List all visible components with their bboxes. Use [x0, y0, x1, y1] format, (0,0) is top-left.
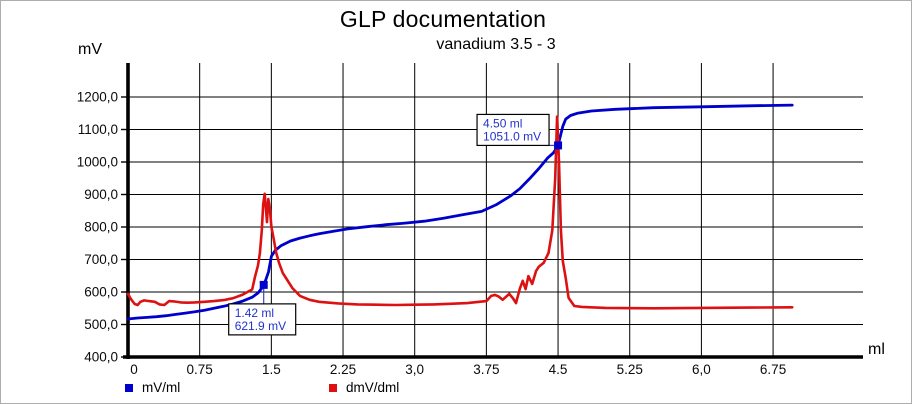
x-axis-unit-label: ml — [868, 341, 885, 358]
chart-title: GLP documentation — [339, 6, 547, 32]
y-tick-label: 1100,0 — [78, 122, 118, 137]
annotation-text: 4.50 ml — [483, 116, 522, 130]
x-tick-label: 0 — [130, 362, 138, 377]
y-tick-label: 1200,0 — [77, 90, 118, 105]
x-tick-label: 2.25 — [330, 362, 356, 377]
annotation-box-1 — [228, 303, 297, 336]
annotation-text: 1051.0 mV — [483, 129, 541, 143]
annotation-text: 621.9 mV — [235, 319, 286, 333]
series-curve-mV-ml — [126, 103, 794, 321]
y-tick-label: 900,0 — [84, 187, 118, 202]
legend-item-mv-ml: mV/ml — [125, 380, 180, 395]
y-tick-label: 700,0 — [84, 252, 118, 267]
annotation-box-2 — [476, 113, 550, 147]
series-curve-dmV-dml — [126, 115, 794, 310]
x-tick-label: 4.5 — [549, 362, 568, 377]
x-tick-label: 0.75 — [187, 362, 213, 377]
y-tick-label: 800,0 — [84, 220, 118, 235]
legend-label-dmv-dml: dmV/dml — [346, 380, 400, 395]
equivalence-point-marker-2 — [554, 141, 563, 150]
x-tick-label: 3,0 — [405, 362, 424, 377]
y-tick-label: 400,0 — [84, 350, 118, 365]
legend-swatch-red-icon — [329, 383, 337, 392]
legend-label-mv-ml: mV/ml — [142, 380, 181, 395]
x-tick-label: 3.75 — [473, 362, 499, 377]
y-tick-label: 500,0 — [84, 317, 118, 332]
chart-subtitle: vanadium 3.5 - 3 — [436, 36, 556, 53]
annotation-text: 1.42 ml — [235, 306, 274, 320]
legend-swatch-blue-icon — [125, 383, 133, 392]
x-tick-label: 5.25 — [617, 362, 643, 377]
legend-item-dmv-dml: dmV/dml — [329, 380, 399, 395]
equivalence-point-marker-1 — [259, 280, 268, 289]
x-tick-label: 6.75 — [760, 362, 786, 377]
y-tick-label: 1000,0 — [77, 155, 118, 170]
x-tick-label: 6,0 — [692, 362, 711, 377]
y-axis-unit-label: mV — [78, 41, 102, 58]
x-tick-label: 1.5 — [262, 362, 281, 377]
y-tick-label: 600,0 — [84, 285, 118, 300]
